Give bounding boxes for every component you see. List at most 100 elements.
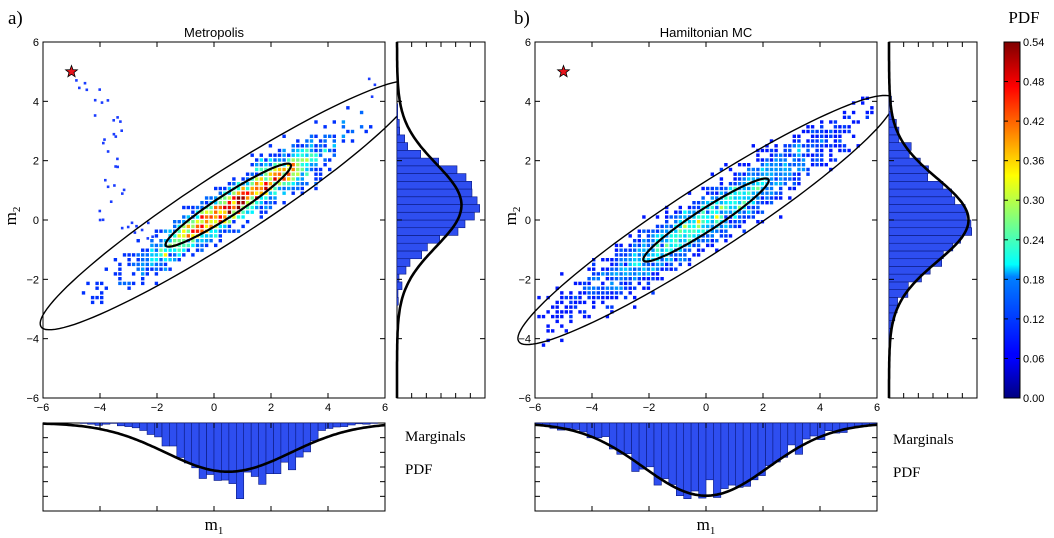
sample-point bbox=[706, 205, 710, 210]
sample-point bbox=[95, 281, 99, 286]
m1-histogram-bar bbox=[787, 422, 796, 446]
sample-point bbox=[223, 196, 227, 200]
panel-b-contours bbox=[517, 94, 895, 346]
panel-b: b) Hamiltonian MC −6 −4 −2 0 2 4 6 −6 −4 −2 0 2 4 6 … bbox=[501, 8, 978, 537]
sample-point bbox=[596, 295, 600, 300]
m1-histogram-bar bbox=[817, 422, 826, 440]
sample-point bbox=[788, 163, 792, 167]
sample-point bbox=[255, 158, 259, 162]
sample-point bbox=[177, 253, 181, 257]
sample-point bbox=[751, 205, 755, 210]
sample-point bbox=[159, 229, 163, 233]
sample-point bbox=[245, 172, 250, 176]
sample-point bbox=[154, 258, 159, 262]
sample-point bbox=[218, 224, 222, 229]
sample-point bbox=[592, 286, 596, 290]
sample-point bbox=[760, 186, 765, 191]
sample-point bbox=[560, 338, 564, 343]
sample-point bbox=[560, 314, 564, 319]
sample-point bbox=[223, 229, 227, 233]
sample-point bbox=[314, 144, 318, 148]
sample-point bbox=[728, 234, 733, 238]
m1-histogram-bar bbox=[273, 422, 282, 475]
sample-point bbox=[833, 134, 838, 138]
panel-b-x-ticks: −6 −4 −2 0 2 4 6 bbox=[529, 42, 880, 414]
sample-point bbox=[287, 172, 291, 176]
m2-histogram-bar bbox=[396, 181, 472, 190]
sample-point bbox=[191, 243, 195, 248]
sample-point bbox=[141, 277, 145, 281]
sample-point bbox=[751, 177, 755, 181]
sample-point bbox=[792, 172, 796, 176]
sample-point bbox=[209, 220, 213, 224]
sample-point bbox=[282, 191, 286, 195]
sample-point bbox=[173, 253, 177, 257]
x-tick-label: 6 bbox=[382, 402, 388, 414]
sample-point bbox=[628, 258, 632, 262]
m1-histogram-bar bbox=[236, 422, 245, 499]
sample-point bbox=[810, 129, 815, 134]
sample-point bbox=[678, 215, 682, 219]
y-tick-label: 2 bbox=[525, 156, 531, 168]
sample-point bbox=[232, 210, 236, 214]
sample-point bbox=[783, 172, 787, 176]
sample-point bbox=[328, 148, 332, 153]
panel-b-sample-points bbox=[537, 96, 874, 347]
sample-point bbox=[815, 163, 819, 167]
sample-point bbox=[145, 267, 149, 271]
sample-point bbox=[692, 229, 696, 233]
sample-point bbox=[227, 182, 232, 186]
sample-point bbox=[678, 205, 682, 210]
sample-point bbox=[582, 314, 587, 319]
sample-point bbox=[163, 262, 168, 267]
sample-point bbox=[633, 262, 637, 267]
sample-point bbox=[323, 163, 327, 167]
sample-point bbox=[655, 215, 660, 219]
sample-point bbox=[765, 144, 769, 148]
sample-point bbox=[747, 167, 751, 172]
y-tick-label: 6 bbox=[33, 37, 39, 49]
sample-point bbox=[756, 186, 760, 191]
start-star bbox=[64, 64, 79, 78]
burn-in-point bbox=[101, 218, 105, 222]
sample-point bbox=[747, 172, 751, 176]
sample-point bbox=[769, 191, 774, 195]
sample-point bbox=[573, 300, 578, 305]
sample-point bbox=[696, 239, 701, 243]
sample-point bbox=[737, 191, 742, 195]
sample-point bbox=[614, 258, 619, 262]
burn-in-point bbox=[93, 114, 97, 117]
sample-point bbox=[861, 96, 865, 100]
sample-point bbox=[100, 281, 104, 286]
sample-point bbox=[733, 224, 737, 229]
sample-point bbox=[214, 205, 218, 210]
m2-histogram-bar bbox=[888, 227, 972, 236]
sample-point bbox=[569, 310, 573, 314]
sample-point bbox=[751, 182, 755, 186]
sample-point bbox=[268, 153, 273, 157]
sample-point bbox=[204, 196, 209, 200]
sample-point bbox=[268, 201, 273, 205]
sample-point bbox=[578, 310, 582, 314]
sample-point bbox=[765, 196, 769, 200]
m1-histogram-bar bbox=[772, 422, 781, 463]
m1-histogram-bar bbox=[176, 422, 185, 458]
sample-point bbox=[838, 125, 842, 129]
sample-point bbox=[614, 272, 619, 276]
sample-point bbox=[715, 205, 719, 210]
sample-point bbox=[150, 253, 154, 257]
sample-point bbox=[259, 163, 263, 167]
m1-histogram-bar bbox=[713, 422, 722, 498]
sample-point bbox=[573, 305, 578, 309]
panel-a-start-point bbox=[64, 64, 79, 78]
sample-point bbox=[173, 224, 177, 229]
sample-point bbox=[141, 272, 145, 276]
sample-point bbox=[250, 186, 254, 191]
sample-point bbox=[628, 262, 632, 267]
sample-point bbox=[287, 158, 291, 162]
sample-point bbox=[801, 129, 806, 134]
sample-point bbox=[273, 177, 277, 181]
sample-point bbox=[692, 220, 696, 224]
m1-histogram-bar bbox=[169, 422, 178, 447]
sample-point bbox=[204, 210, 209, 214]
